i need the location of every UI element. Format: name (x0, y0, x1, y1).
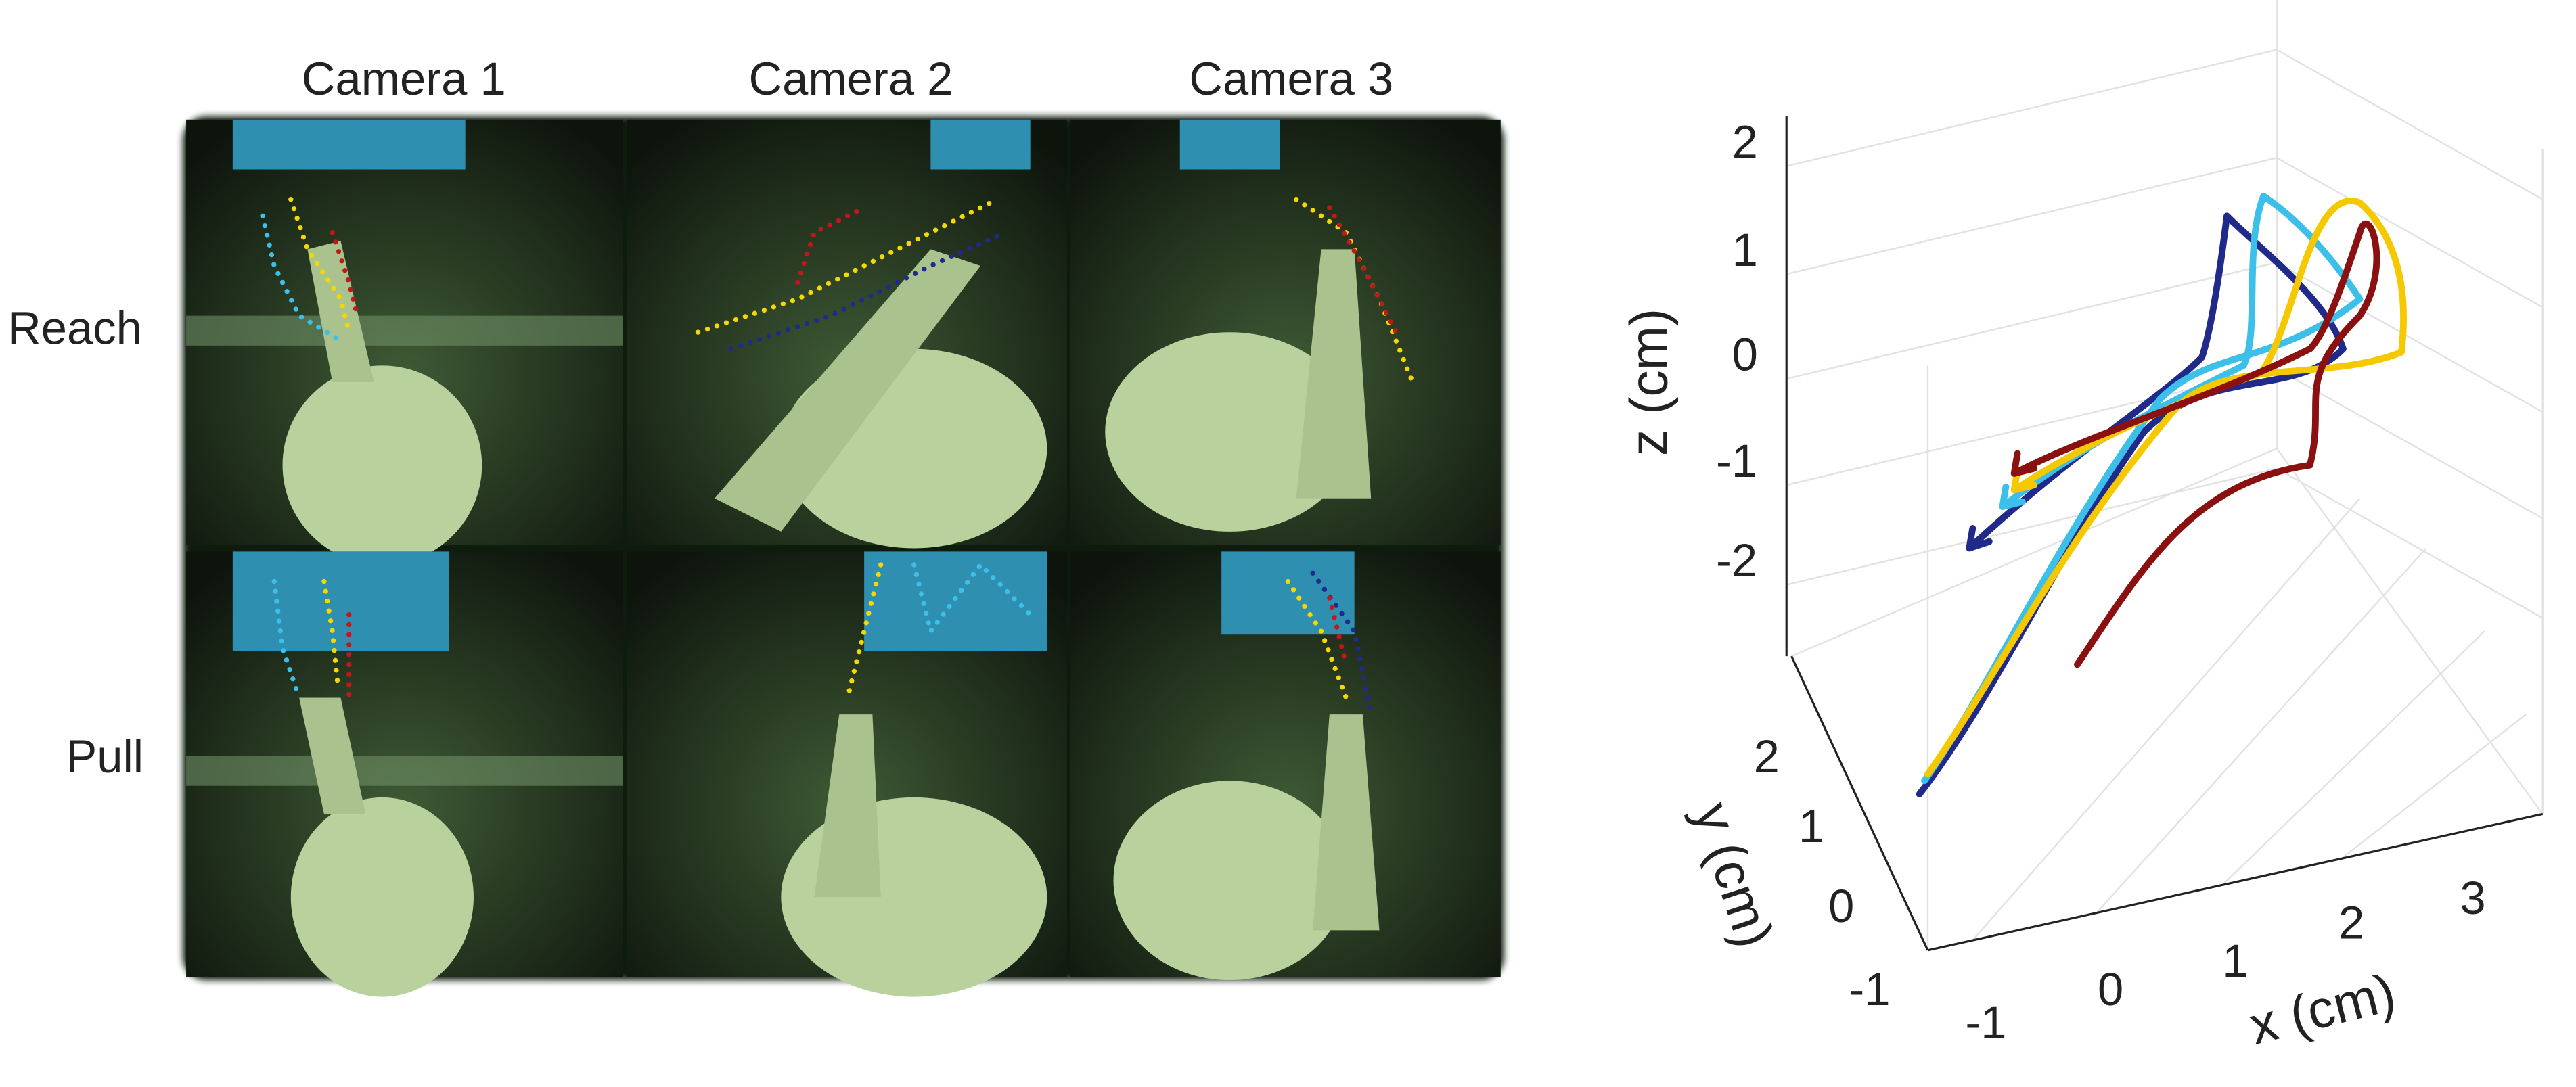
frame-pull-2 (626, 551, 1067, 997)
plot-3d (1785, 0, 2544, 950)
y-tick-label: 1 (1799, 800, 1824, 852)
z-tick-label: -2 (1716, 534, 1757, 586)
plot-axes (1785, 116, 2544, 952)
frame-reach-1 (186, 119, 624, 565)
z-axis-label: z (cm) (1619, 308, 1678, 456)
z-tick-label: 1 (1732, 224, 1758, 276)
column-label: Camera 1 (302, 53, 506, 105)
x-axis-label: x (cm) (2243, 963, 2401, 1056)
x-tick-label: 0 (2098, 963, 2123, 1015)
x-tick-label: 3 (2460, 872, 2485, 924)
row-label: Reach (7, 302, 142, 354)
camera-grid (183, 116, 1504, 997)
row-label: Pull (66, 731, 143, 783)
frame-reach-3 (1070, 119, 1501, 545)
y-axis-label: y (cm) (1683, 795, 1785, 954)
x-tick-label: -1 (1965, 996, 2006, 1048)
figure-content: Camera 1 Camera 2 Camera 3 Reach Pull 2 … (7, 0, 2544, 1056)
frame-reach-2 (626, 119, 1067, 549)
column-label: Camera 3 (1189, 53, 1393, 105)
y-tick-label: 0 (1828, 880, 1854, 932)
z-tick-label: -1 (1716, 435, 1757, 487)
trajectories (1916, 192, 2407, 797)
y-tick-label: -1 (1849, 963, 1890, 1015)
z-tick-label: 2 (1732, 116, 1758, 168)
x-tick-label: 2 (2338, 897, 2364, 949)
frame-pull-1 (186, 551, 624, 997)
z-tick-label: 0 (1732, 329, 1758, 381)
x-tick-label: 1 (2222, 935, 2248, 987)
frame-pull-3 (1070, 551, 1501, 981)
column-label: Camera 2 (749, 53, 953, 105)
y-tick-label: 2 (1754, 731, 1780, 783)
